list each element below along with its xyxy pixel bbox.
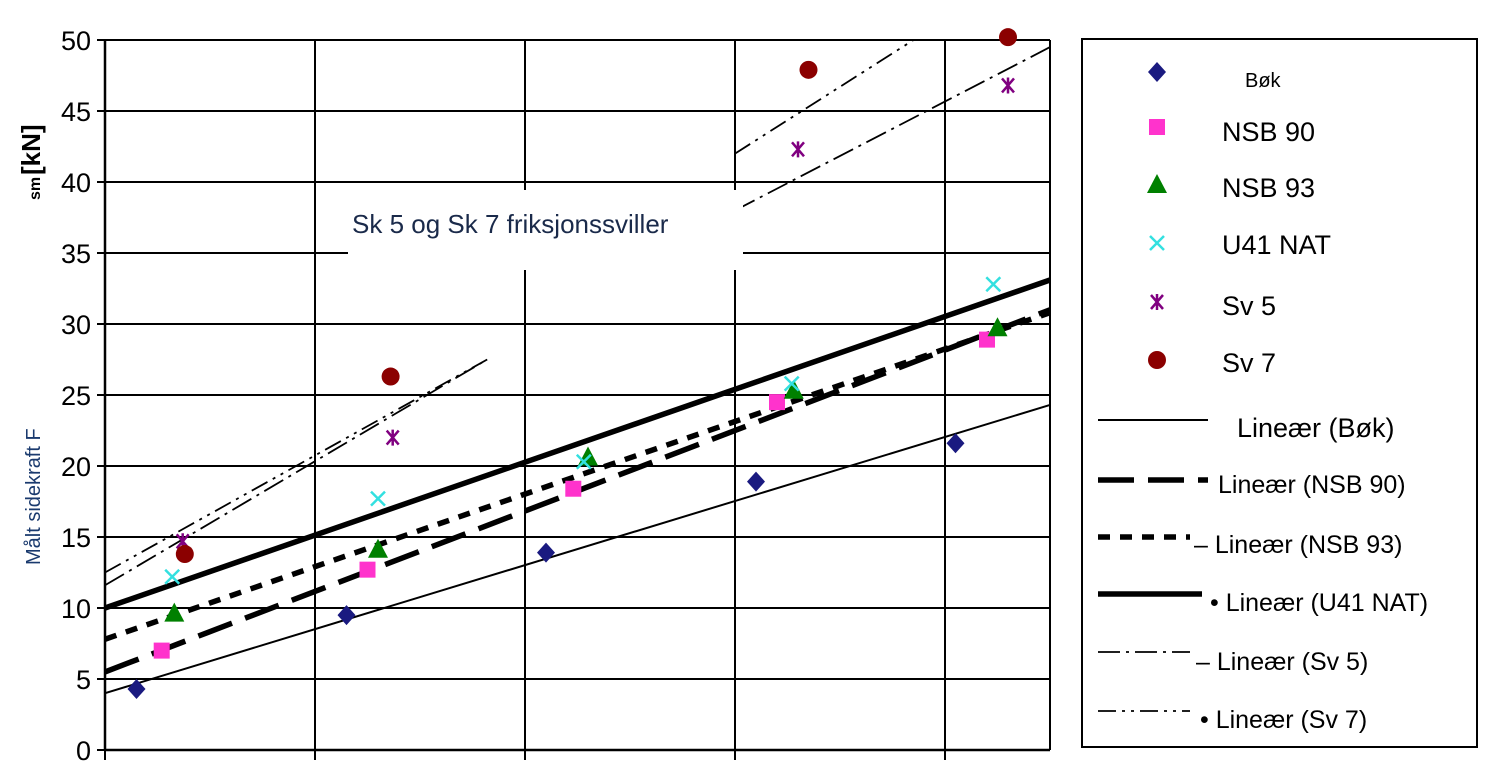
trendline xyxy=(734,46,1051,212)
legend-label: – Lineær (Sv 5) xyxy=(1196,648,1368,676)
legend-label: Lineær (NSB 90) xyxy=(1218,471,1406,499)
data-point xyxy=(1001,77,1015,94)
data-point xyxy=(575,453,592,470)
data-point xyxy=(153,642,170,659)
data-point xyxy=(565,480,582,497)
legend-marker xyxy=(1149,119,1165,135)
annotation-text: Sk 5 og Sk 7 friksjonssviller xyxy=(352,209,669,239)
y-tick-label: 0 xyxy=(76,736,91,766)
data-point xyxy=(175,545,194,564)
y-tick-label: 50 xyxy=(61,26,91,56)
y-tick-label: 45 xyxy=(61,97,91,127)
y-tick-label: 15 xyxy=(61,523,91,553)
data-point xyxy=(747,471,765,492)
data-point xyxy=(537,542,555,563)
legend-marker xyxy=(1148,351,1166,369)
data-point xyxy=(985,276,1002,293)
data-points xyxy=(127,28,1017,699)
data-point xyxy=(999,28,1017,47)
gridlines xyxy=(97,39,1051,760)
legend-label: U41 NAT xyxy=(1222,230,1331,260)
y-axis-label-unit: [kN] xyxy=(16,124,46,175)
y-tick-label: 20 xyxy=(61,452,91,482)
y-axis-label-text: Målt sidekraft F xyxy=(23,428,45,565)
data-point xyxy=(370,490,386,507)
y-tick-label: 25 xyxy=(61,381,91,411)
y-axis-label: Målt sidekraft F sm [kN] xyxy=(16,124,46,565)
annotation-panel xyxy=(348,190,743,270)
data-point xyxy=(381,367,400,386)
data-point xyxy=(783,375,800,392)
legend-label: • Lineær (U41 NAT) xyxy=(1210,589,1428,617)
data-point xyxy=(799,60,818,79)
data-point xyxy=(164,568,181,585)
data-point xyxy=(385,429,400,446)
legend-label: Sv 7 xyxy=(1222,348,1276,378)
data-point xyxy=(946,433,965,454)
data-point xyxy=(791,141,805,158)
trendlines xyxy=(104,39,1051,695)
legend-label: NSB 93 xyxy=(1222,173,1315,203)
legend-marker xyxy=(1149,235,1165,251)
trendline xyxy=(104,358,488,574)
data-point xyxy=(987,317,1008,337)
trendline xyxy=(104,358,488,587)
legend-label: – Lineær (NSB 93) xyxy=(1194,531,1402,559)
legend-label: Bøk xyxy=(1245,70,1282,92)
legend-label: Sv 5 xyxy=(1222,291,1276,321)
data-point xyxy=(368,538,388,558)
y-axis-ticks: 0 5 10 15 20 25 30 35 40 45 50 xyxy=(61,26,91,766)
y-tick-label: 35 xyxy=(61,239,91,269)
y-tick-label: 5 xyxy=(76,665,91,695)
y-tick-label: 10 xyxy=(61,594,91,624)
data-point xyxy=(337,605,356,626)
data-point xyxy=(359,561,376,578)
y-axis-label-subscript: sm xyxy=(27,177,44,200)
trendline xyxy=(104,403,1051,695)
data-point xyxy=(769,394,785,411)
y-tick-label: 40 xyxy=(61,168,91,198)
data-point xyxy=(127,678,146,699)
legend-label: NSB 90 xyxy=(1222,117,1315,147)
trendline xyxy=(104,277,1051,611)
legend-marker xyxy=(1147,174,1167,193)
data-point xyxy=(164,602,185,622)
legend-marker xyxy=(1150,294,1164,310)
trendline xyxy=(734,39,914,155)
legend-label: • Lineær (Sv 7) xyxy=(1200,706,1367,734)
y-tick-label: 30 xyxy=(61,310,91,340)
legend-box xyxy=(1081,38,1478,748)
data-point xyxy=(783,379,804,399)
legend-marker xyxy=(1148,62,1166,82)
legend-label: Lineær (Bøk) xyxy=(1237,413,1395,443)
legend: Bøk NSB 90 NSB 93 U41 NAT Sv 5 Sv 7 Lineær (Bø… xyxy=(1098,62,1428,734)
